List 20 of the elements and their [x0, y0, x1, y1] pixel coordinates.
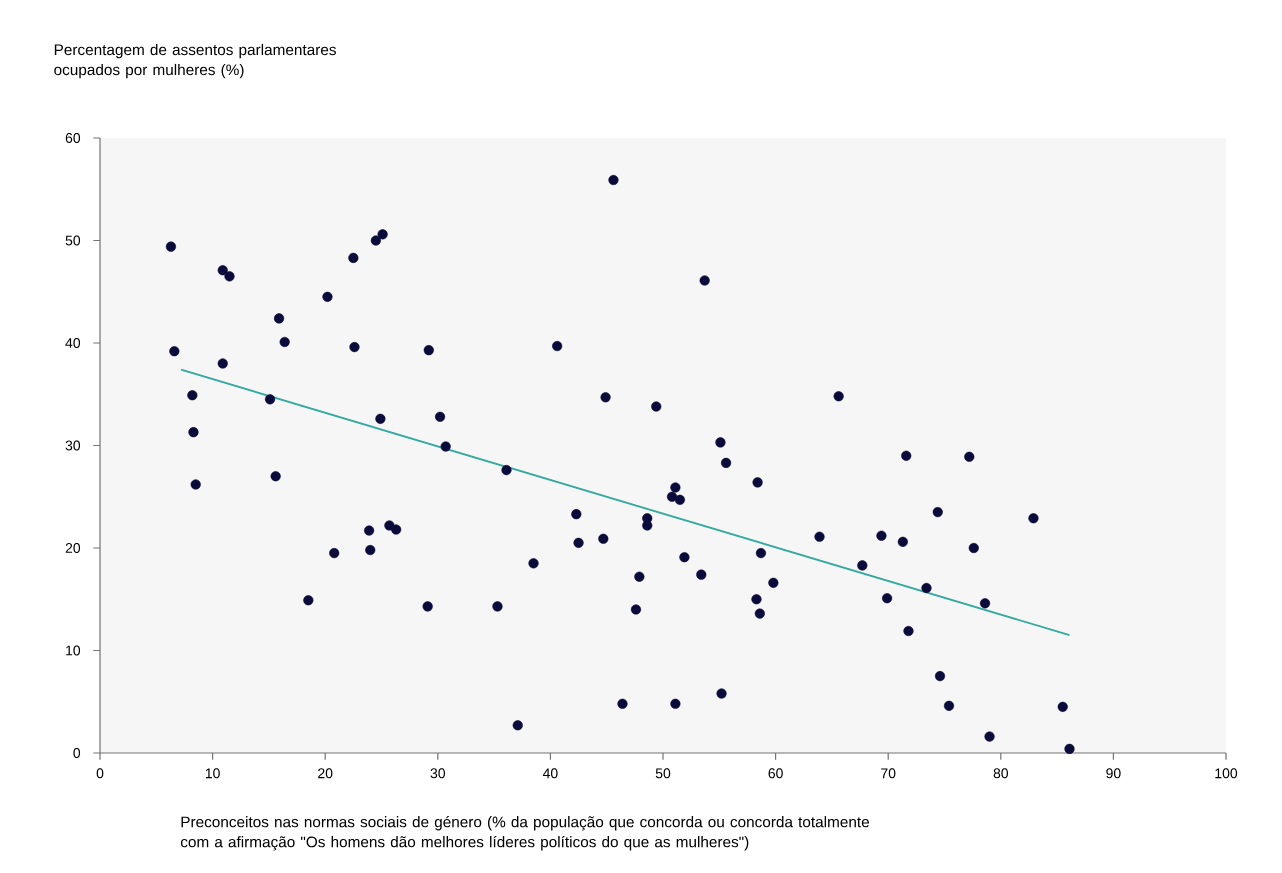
y-tick-label: 50	[65, 235, 81, 246]
y-tick-label: 20	[65, 543, 81, 553]
y-tick-label: 30	[65, 440, 81, 451]
y-tick-label: 10	[66, 645, 81, 656]
y-axis-title: Percentagem de assentos parlamentares ocupados por mulheres (%)	[54, 43, 336, 79]
x-tick-label: 50	[655, 768, 671, 779]
x-tick-label: 80	[993, 768, 1009, 779]
x-tick-label: 100	[1215, 768, 1238, 779]
x-tick-label: 40	[542, 768, 558, 779]
x-tick-label: 60	[768, 768, 783, 779]
x-tick-label: 90	[1106, 768, 1121, 779]
x-tick-label: 10	[205, 768, 220, 779]
y-tick-label: 0	[73, 748, 81, 758]
x-tick-label: 30	[430, 768, 446, 779]
y-tick-label: 60	[65, 133, 81, 143]
x-tick-label: 70	[881, 768, 896, 779]
x-axis-title: Preconceitos nas normas sociais de género (% da população que concorda ou concorda totalmente com a afirmação "Os homens dão melhores líderes políticos do que as mulheres")	[180, 815, 869, 851]
x-tick-label: 0	[96, 768, 104, 779]
y-tick-label: 40	[65, 338, 81, 348]
x-tick-label: 20	[318, 768, 333, 779]
